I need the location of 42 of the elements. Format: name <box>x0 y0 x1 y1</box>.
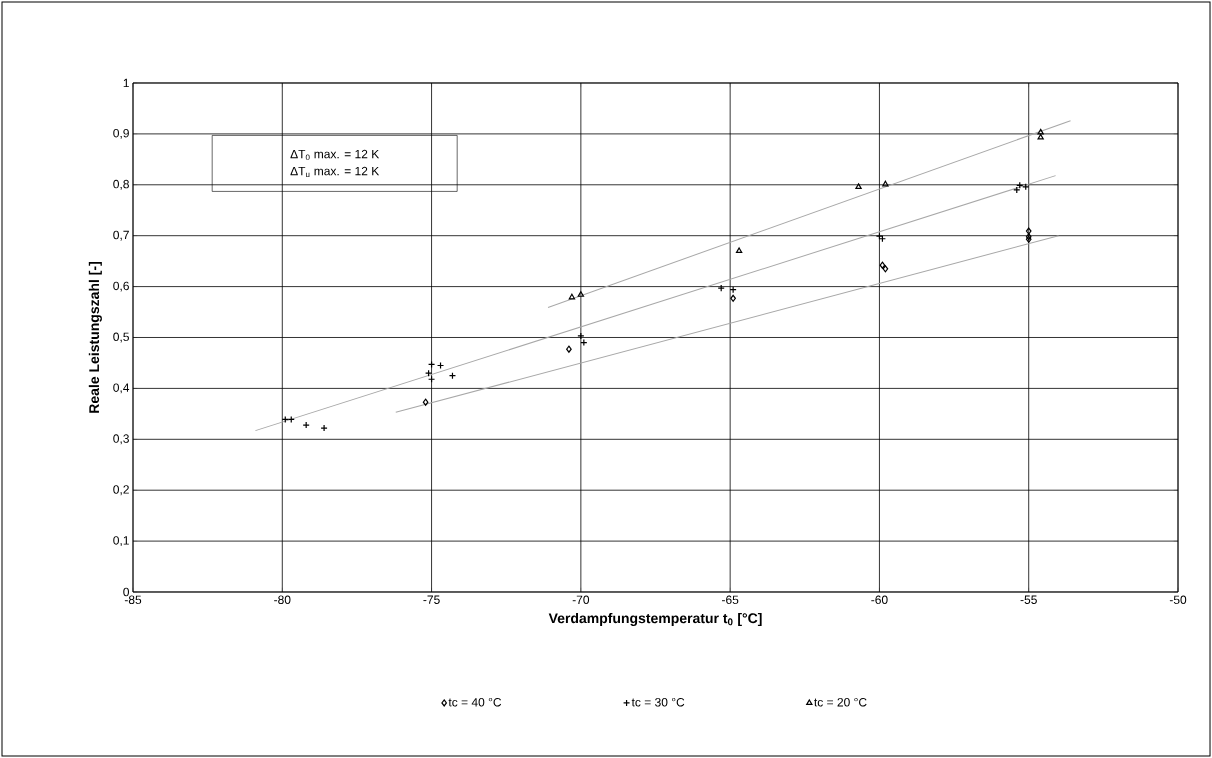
x-tick-label: -75 <box>423 595 440 604</box>
x-axis-title: Verdampfungstemperatur t$_{0}$ [°C] <box>548 612 762 626</box>
annotation: ΔT$_{0}$ max. = 12 K <box>290 149 380 161</box>
point <box>566 345 572 353</box>
y-tick-label: 0,9 <box>113 128 129 139</box>
y-tick-label: 0,4 <box>113 383 130 394</box>
point <box>577 332 585 340</box>
point <box>422 398 429 406</box>
point <box>320 424 328 432</box>
legend-label: tc = 40 °C <box>448 698 502 707</box>
y-tick-label: 0,5 <box>113 332 129 343</box>
point <box>577 291 585 297</box>
point <box>568 293 576 300</box>
y-axis-title: Reale Leistungszahl [-] <box>88 262 102 413</box>
point <box>1037 133 1044 140</box>
x-tick-label: -55 <box>1020 595 1037 604</box>
x-tick-label: -60 <box>871 595 888 605</box>
point <box>735 247 743 254</box>
point <box>1013 186 1021 194</box>
point <box>882 265 889 273</box>
legend-label: tc = 30 °C <box>631 698 685 707</box>
x-tick-label: -65 <box>722 595 739 605</box>
y-tick-label: 0,1 <box>113 536 129 547</box>
y-tick-label: 0,7 <box>113 230 129 241</box>
y-tick-label: 0,3 <box>113 434 129 445</box>
y-tick-label: 0,2 <box>113 485 129 496</box>
legend-label: tc = 20 °C <box>814 698 867 707</box>
y-tick-label: 0 <box>123 587 130 597</box>
y-tick-label: 0,6 <box>113 281 129 292</box>
x-tick-label: -70 <box>572 595 590 605</box>
x-tick-label: -85 <box>124 595 142 605</box>
point <box>1025 227 1032 235</box>
annotation: ΔT$_{u}$ max. = 12 K <box>290 166 380 178</box>
y-tick-label: 0,8 <box>113 179 129 190</box>
point <box>717 284 725 292</box>
point <box>879 261 886 269</box>
point <box>855 183 862 189</box>
point <box>302 421 310 429</box>
y-tick-label: 1 <box>123 78 129 88</box>
x-tick-label: -50 <box>1169 595 1187 605</box>
x-tick-label: -80 <box>274 595 291 605</box>
point <box>1037 128 1044 135</box>
